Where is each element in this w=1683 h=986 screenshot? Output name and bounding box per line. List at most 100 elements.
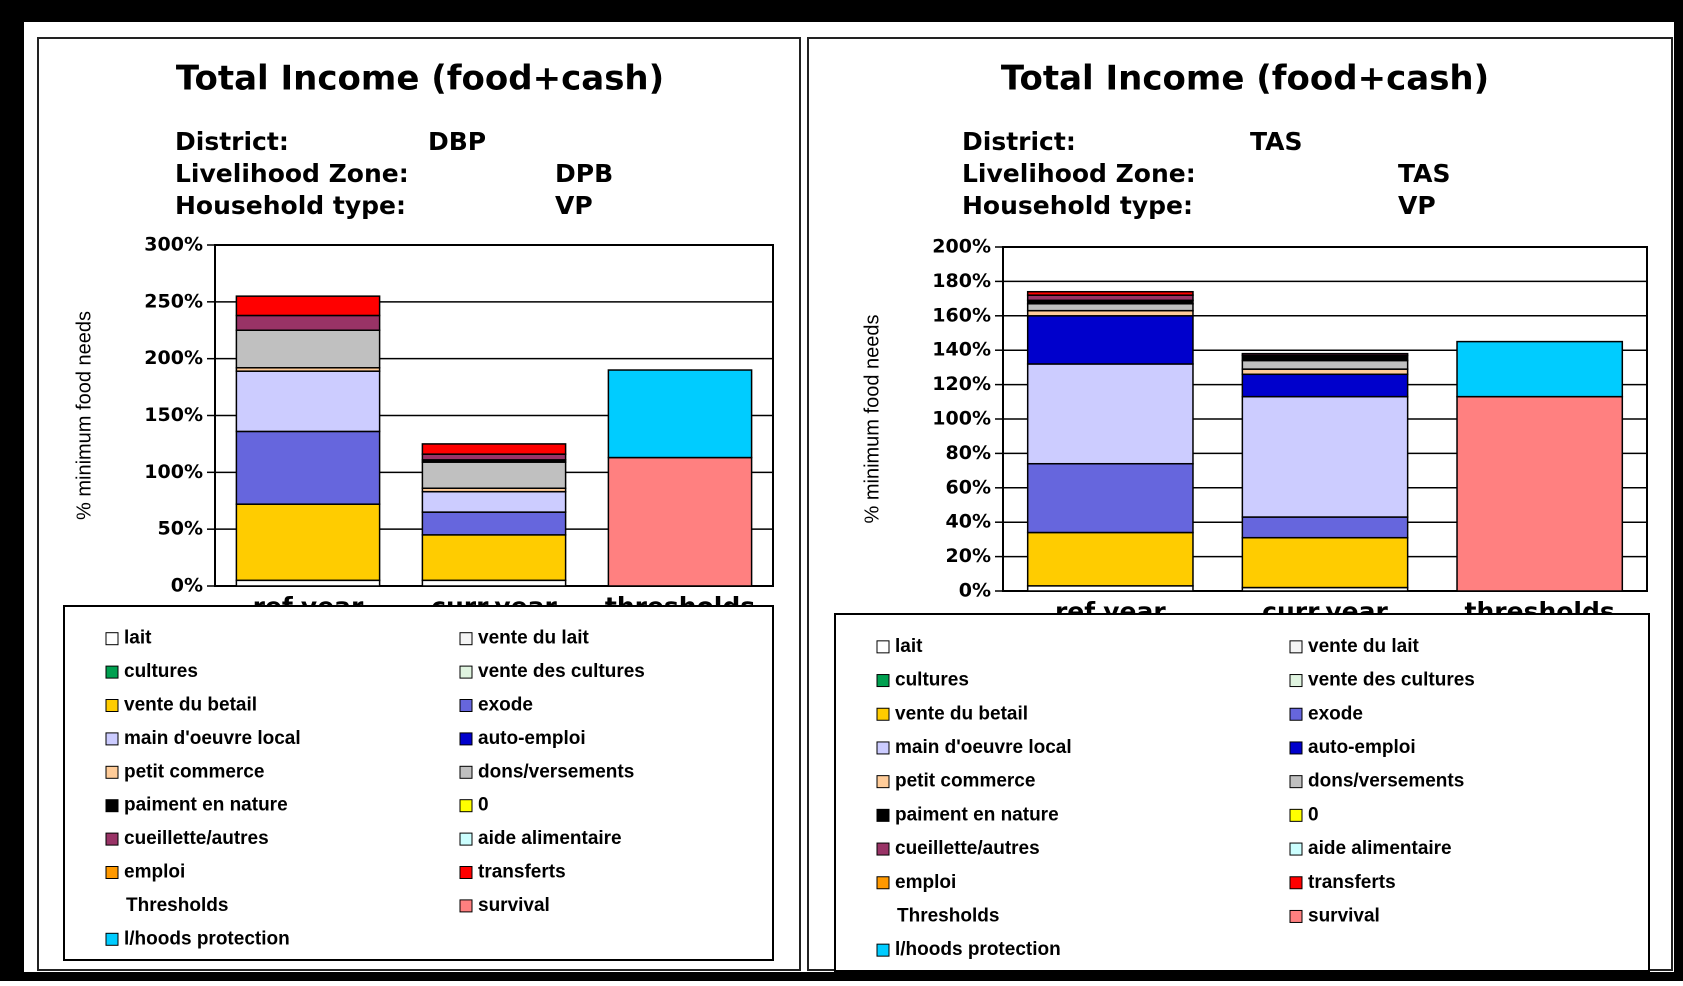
legend-label: vente du lait (1308, 636, 1420, 657)
bar-segment (1026, 585, 1194, 592)
legend-swatch (1289, 775, 1303, 789)
info-label: Livelihood Zone: (962, 159, 1196, 188)
y-tick-label: 50% (158, 518, 203, 540)
info-value: TAS (1398, 159, 1450, 188)
legend-swatch (876, 842, 890, 856)
legend-swatch (876, 741, 890, 755)
info-value: VP (1398, 191, 1436, 220)
legend-swatch (459, 732, 473, 746)
legend-label: aide alimentaire (478, 828, 622, 849)
legend-swatch (1289, 909, 1303, 923)
legend-swatch (105, 832, 119, 846)
bar-segment (1241, 368, 1409, 376)
y-tick-label: 0% (171, 575, 203, 597)
bar-segment (1026, 531, 1194, 587)
legend-label: main d'oeuvre local (895, 737, 1072, 758)
bar-segment (1026, 309, 1194, 317)
bar-segment (1241, 359, 1409, 370)
legend-swatch (105, 799, 119, 813)
y-tick-label: 0% (959, 580, 991, 602)
legend-label: aide alimentaire (1308, 838, 1452, 859)
legend-swatch (876, 707, 890, 721)
info-value: TAS (1250, 127, 1302, 156)
bar-segment (1026, 315, 1194, 365)
legend-swatch (876, 876, 890, 890)
bar-segment (1241, 536, 1409, 589)
legend-label: exode (478, 695, 533, 716)
legend-label: main d'oeuvre local (124, 728, 301, 749)
legend-label: vente des cultures (1308, 670, 1475, 691)
legend-label: paiment en nature (124, 795, 288, 816)
legend-label: transferts (478, 862, 566, 883)
legend-label: vente du betail (124, 695, 257, 716)
legend-swatch (105, 665, 119, 679)
chart-title: Total Income (food+cash) (1001, 59, 1489, 99)
info-value: VP (555, 191, 593, 220)
legend-swatch (459, 665, 473, 679)
legend-label: cueillette/autres (124, 828, 269, 849)
y-tick-label: 120% (932, 373, 991, 395)
bar-segment (1026, 294, 1194, 302)
y-tick-label: 150% (144, 404, 203, 426)
bar-segment (235, 314, 381, 331)
legend-swatch (459, 632, 473, 646)
bar-segment (1241, 354, 1409, 362)
legend-swatch (1289, 808, 1303, 822)
bar-segment (421, 490, 567, 513)
legend-swatch (876, 674, 890, 688)
bar-segment (1241, 373, 1409, 398)
bar-segment (421, 579, 567, 587)
y-tick-label: 160% (932, 304, 991, 326)
legend-label: dons/versements (478, 761, 634, 782)
bar-segment (1456, 340, 1624, 398)
bar-segment (235, 329, 381, 369)
y-tick-label: 60% (946, 476, 991, 498)
legend-swatch (876, 775, 890, 789)
info-label: District: (175, 127, 289, 156)
legend-swatch (459, 899, 473, 913)
bar-segment (235, 430, 381, 505)
legend-swatch (876, 640, 890, 654)
legend-label: emploi (895, 872, 956, 893)
info-label: District: (962, 127, 1076, 156)
legend-swatch (876, 943, 890, 957)
legend-label: 0 (1308, 804, 1319, 825)
y-tick-label: 100% (144, 461, 203, 483)
y-tick-label: 140% (932, 339, 991, 361)
legend (63, 605, 774, 961)
legend-swatch (459, 799, 473, 813)
bar-segment (235, 579, 381, 587)
bar-segment (421, 511, 567, 536)
y-tick-label: 250% (144, 290, 203, 312)
legend-swatch (105, 632, 119, 646)
bar-segment (421, 534, 567, 582)
info-label: Livelihood Zone: (175, 159, 409, 188)
chart-title: Total Income (food+cash) (176, 59, 664, 99)
legend-label: paiment en nature (895, 804, 1059, 825)
legend-swatch (459, 866, 473, 879)
legend-swatch (1289, 876, 1303, 890)
legend-swatch (459, 699, 473, 712)
legend-heading: Thresholds (897, 905, 999, 926)
y-tick-label: 200% (144, 347, 203, 369)
bar-segment (235, 503, 381, 582)
legend-swatch (105, 699, 119, 712)
bar-segment (421, 461, 567, 489)
legend-swatch (105, 866, 119, 879)
legend-label: vente du betail (895, 703, 1028, 724)
legend-swatch (876, 808, 890, 822)
legend-swatch (1289, 640, 1303, 654)
legend-label: lait (895, 636, 923, 657)
legend-label: auto-emploi (1308, 737, 1416, 758)
legend-swatch (105, 765, 119, 779)
legend-swatch (1289, 674, 1303, 688)
legend-swatch (1289, 741, 1303, 755)
info-label: Household type: (175, 191, 406, 220)
legend-label: l/hoods protection (895, 939, 1061, 960)
y-tick-label: 100% (932, 408, 991, 430)
bar-segment (235, 295, 381, 317)
info-label: Household type: (962, 191, 1193, 220)
legend-label: vente des cultures (478, 661, 645, 682)
legend-label: emploi (124, 862, 185, 883)
legend-swatch (1289, 842, 1303, 856)
